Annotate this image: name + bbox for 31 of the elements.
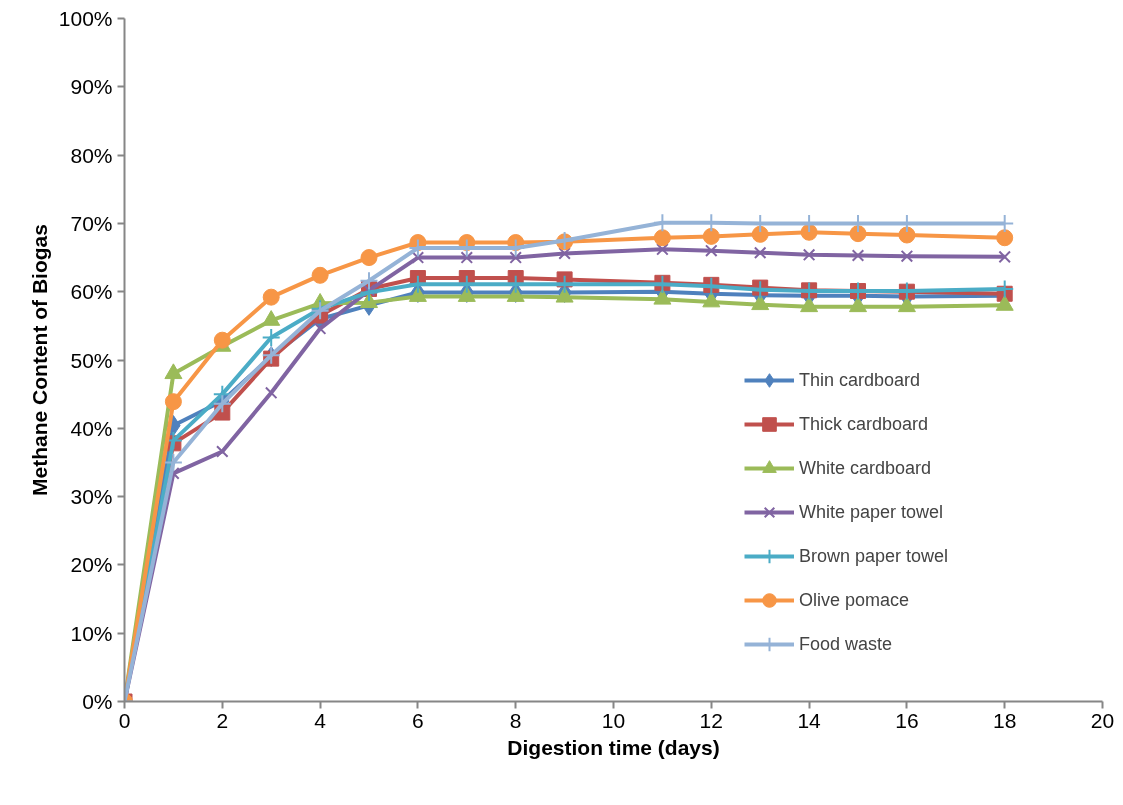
x-tick-label: 20 [1090, 708, 1115, 732]
x-tick-label: 0 [118, 708, 131, 732]
legend-label: Thin cardboard [799, 368, 921, 392]
legend-label: Thick cardboard [799, 412, 929, 436]
x-tick-label: 8 [509, 708, 522, 732]
y-tick-label: 80% [70, 143, 113, 167]
x-tick-label: 2 [216, 708, 229, 732]
y-axis-title: Methane Content of Biogas [27, 224, 51, 496]
x-tick-label: 6 [412, 708, 424, 732]
legend-label: Olive pomace [799, 588, 910, 612]
x-axis-title: Digestion time (days) [507, 735, 720, 759]
legend-label: Food waste [799, 632, 893, 656]
y-tick-label: 40% [70, 416, 113, 440]
x-tick-label: 12 [699, 708, 723, 732]
legend-label: White paper towel [799, 500, 944, 524]
y-tick-label: 0% [82, 690, 113, 713]
x-tick-label: 16 [895, 708, 919, 732]
y-tick-label: 60% [70, 280, 113, 304]
y-tick-label: 50% [70, 348, 113, 372]
y-tick-label: 10% [70, 621, 113, 645]
y-tick-label: 70% [70, 211, 113, 235]
x-tick-label: 10 [601, 708, 626, 732]
y-tick-label: 20% [70, 553, 113, 577]
x-tick-label: 4 [314, 708, 327, 732]
legend-label: White cardboard [799, 456, 932, 480]
y-tick-label: 100% [58, 7, 113, 30]
x-tick-label: 18 [993, 708, 1017, 732]
y-tick-label: 90% [70, 75, 113, 99]
y-tick-label: 30% [70, 485, 113, 509]
x-tick-label: 14 [797, 708, 822, 732]
legend-label: Brown paper towel [799, 544, 949, 568]
